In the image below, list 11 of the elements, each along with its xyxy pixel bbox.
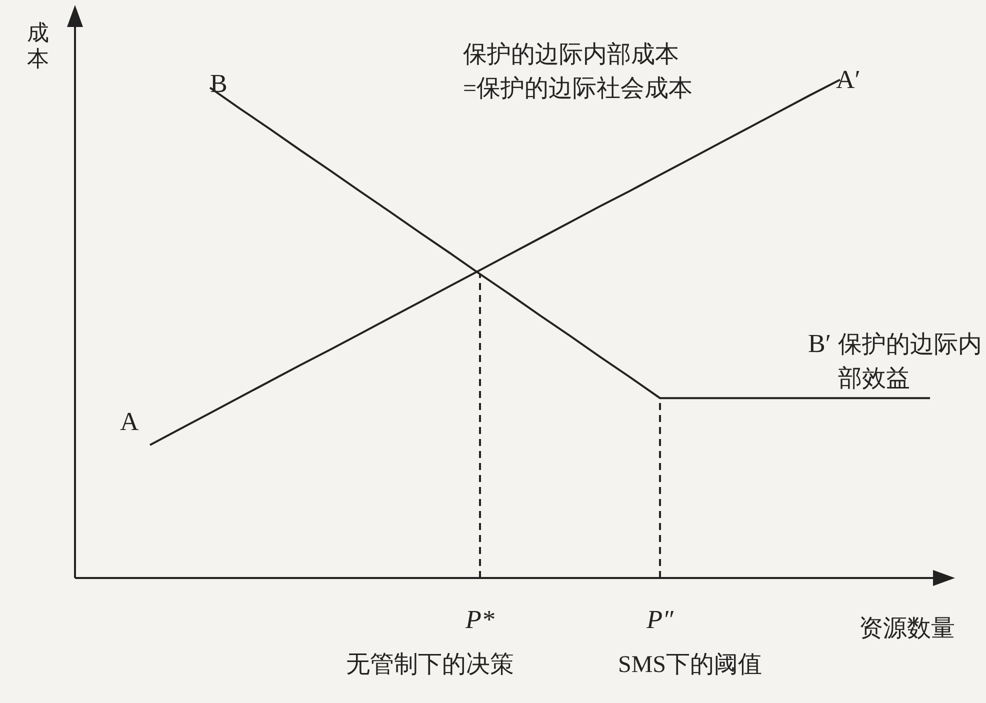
- annotation: A′: [836, 65, 860, 94]
- text: 无管制下的决策: [346, 652, 514, 678]
- annotation: 保护的边际内部效益: [838, 331, 982, 392]
- annotation: B′: [808, 329, 832, 358]
- y-axis-title: 成本: [27, 20, 49, 71]
- annotation: A: [120, 407, 139, 436]
- annotation: 保护的边际内部成本 =保护的边际社会成本: [463, 41, 693, 102]
- x-tick-label: P″: [646, 605, 675, 634]
- x-axis-title: 资源数量: [859, 616, 955, 642]
- x-tick-label: P*: [464, 605, 494, 634]
- text: SMS下的阈值: [618, 652, 762, 678]
